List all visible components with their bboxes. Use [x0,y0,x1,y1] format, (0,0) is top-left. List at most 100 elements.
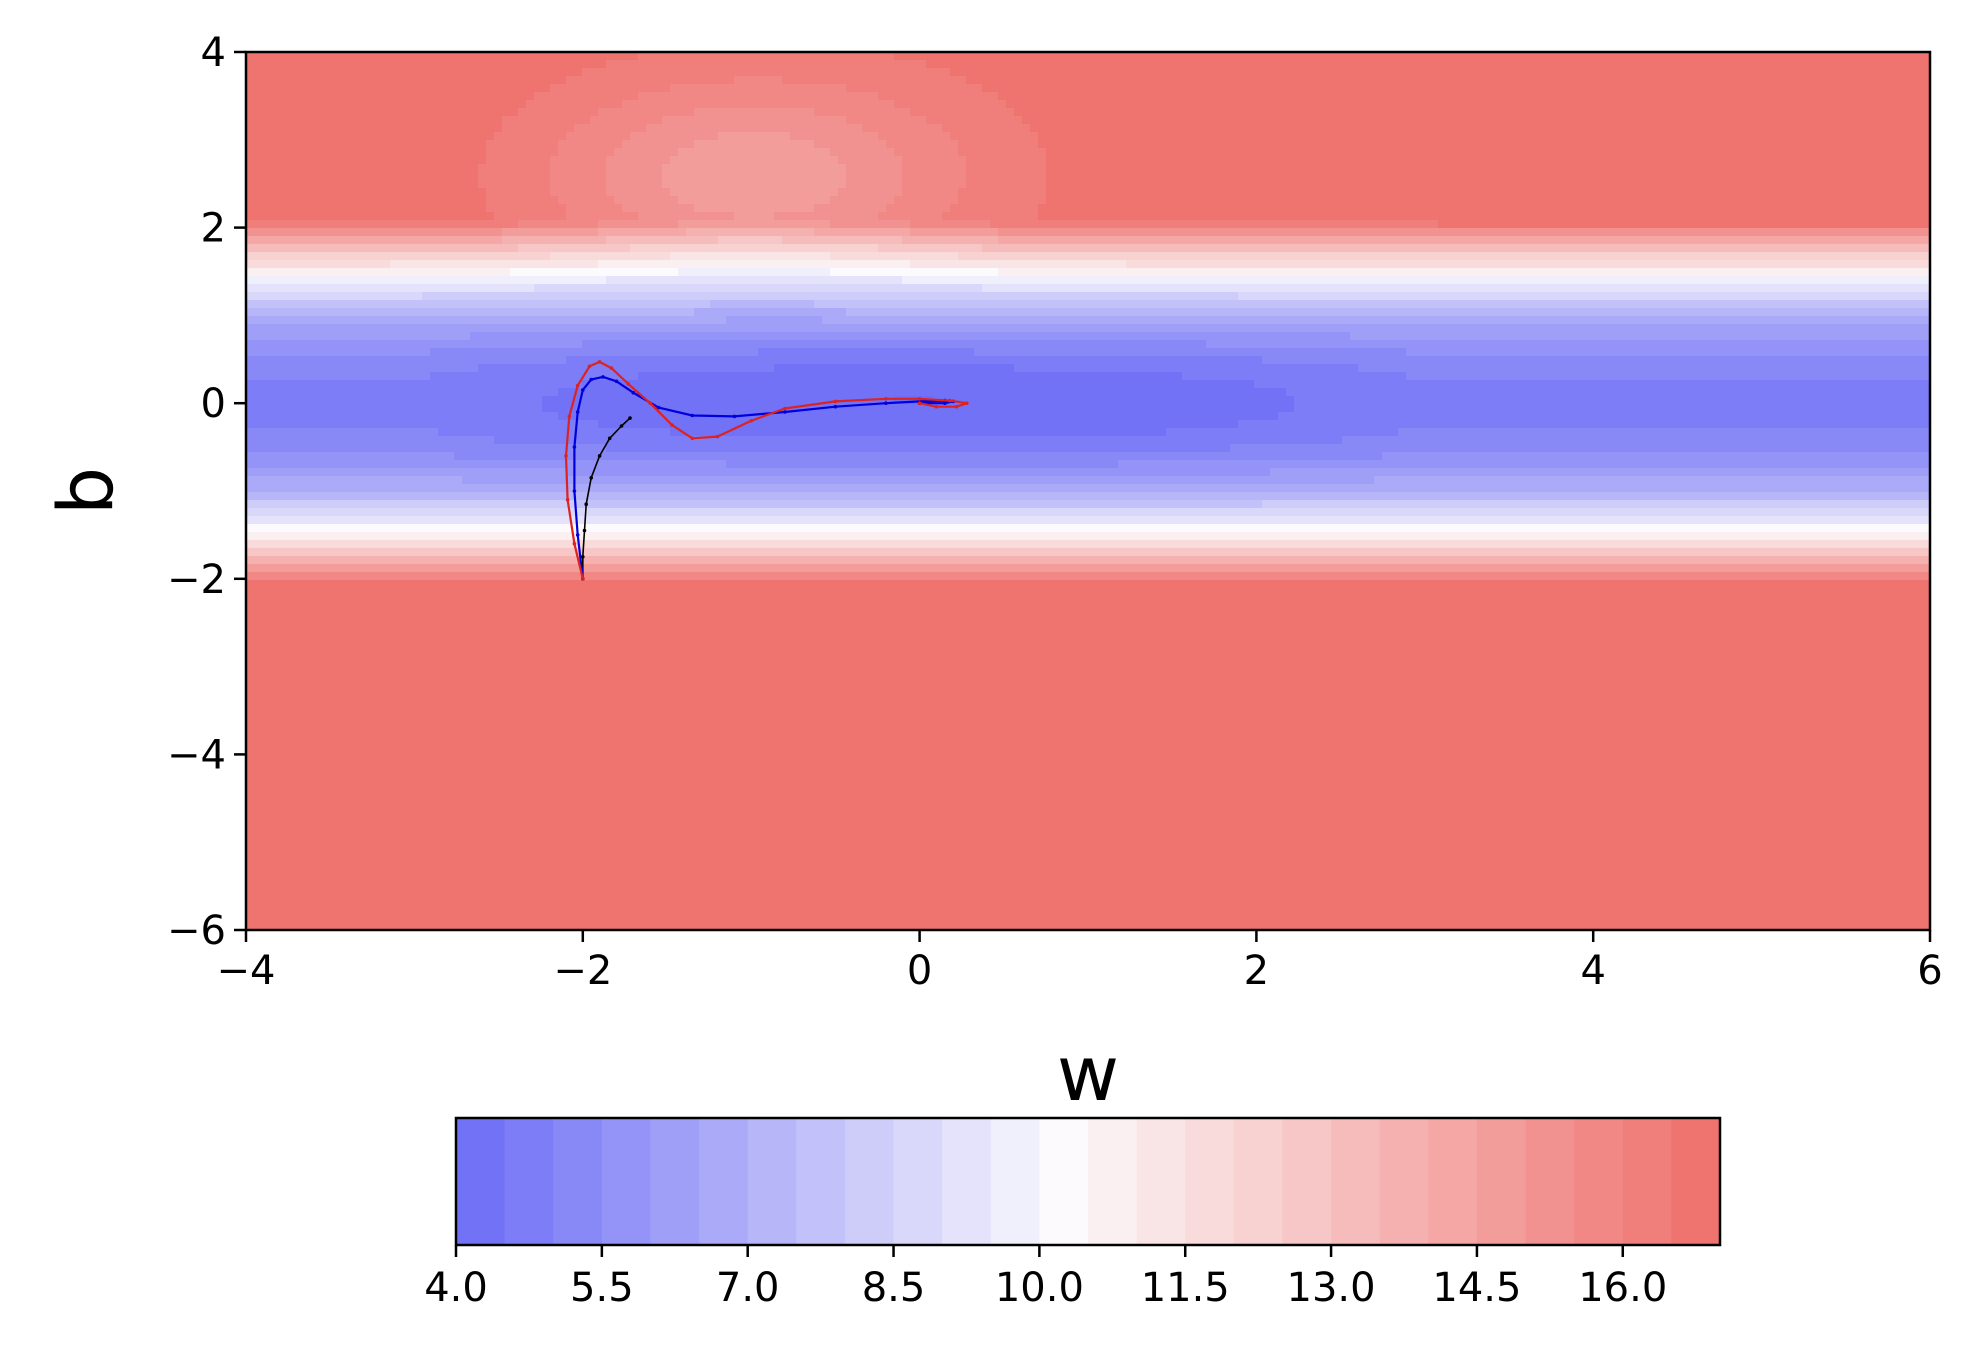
contour-cell [1070,108,1079,117]
contour-cell [478,132,487,141]
contour-cell [478,92,487,101]
contour-cell [758,84,767,93]
contour-cell [1126,204,1135,213]
contour-cell [1078,156,1087,165]
contour-cell [1630,180,1639,189]
contour-cell [694,68,703,77]
contour-cell [1574,156,1583,165]
contour-cell [1702,228,1711,237]
contour-cell [1910,132,1919,141]
contour-cell [750,92,759,101]
contour-cell [374,204,383,213]
contour-cell [1390,228,1399,237]
contour-cell [1222,204,1231,213]
contour-cell [398,180,407,189]
contour-cell [1758,180,1767,189]
contour-cell [1326,60,1335,69]
contour-cell [798,172,807,181]
contour-cell [1222,220,1231,229]
contour-cell [1702,92,1711,101]
contour-cell [862,84,871,93]
contour-cell [1318,156,1327,165]
contour-cell [1878,180,1887,189]
contour-cell [902,140,911,149]
contour-cell [1638,172,1647,181]
contour-cell [942,84,951,93]
contour-cell [1190,220,1199,229]
contour-cell [1798,84,1807,93]
contour-cell [1814,92,1823,101]
contour-cell [974,156,983,165]
contour-cell [518,148,527,157]
contour-cell [1598,132,1607,141]
contour-cell [310,68,319,77]
contour-cell [838,140,847,149]
contour-cell [414,108,423,117]
contour-cell [1758,204,1767,213]
contour-cell [1046,148,1055,157]
contour-cell [1406,196,1415,205]
contour-cell [1734,212,1743,221]
contour-cell [406,68,415,77]
contour-cell [1134,92,1143,101]
contour-cell [974,204,983,213]
contour-cell [1758,68,1767,77]
contour-cell [854,108,863,117]
contour-cell [1782,100,1791,109]
contour-cell [542,220,551,229]
contour-cell [1550,100,1559,109]
contour-cell [1606,188,1615,197]
contour-cell [1470,92,1479,101]
contour-cell [1646,76,1655,85]
contour-cell [1390,52,1399,61]
contour-cell [1678,52,1687,61]
contour-cell [326,124,335,133]
contour-cell [382,76,391,85]
contour-cell [1206,124,1215,133]
contour-cell [286,228,295,237]
contour-cell [1158,132,1167,141]
contour-cell [1686,100,1695,109]
contour-cell [1038,188,1047,197]
contour-cell [1686,228,1695,237]
contour-cell [1158,220,1167,229]
contour-cell [1558,52,1567,61]
contour-cell [1774,148,1783,157]
contour-cell [1262,172,1271,181]
contour-cell [1462,76,1471,85]
contour-cell [1078,92,1087,101]
contour-cell [566,140,575,149]
contour-cell [1630,212,1639,221]
contour-cell [334,188,343,197]
contour-cell [990,236,999,245]
contour-cell [1174,172,1183,181]
contour-cell [366,92,375,101]
contour-cell [1902,212,1911,221]
contour-cell [910,76,919,85]
contour-cell [622,180,631,189]
contour-cell [1734,156,1743,165]
contour-cell [1654,204,1663,213]
contour-cell [1118,132,1127,141]
contour-cell [854,92,863,101]
contour-cell [1662,164,1671,173]
contour-cell [574,172,583,181]
contour-cell [558,124,567,133]
contour-cell [734,140,743,149]
contour-cell [1782,52,1791,61]
contour-cell [854,124,863,133]
contour-cell [1070,164,1079,173]
contour-cell [774,100,783,109]
contour-cell [1806,124,1815,133]
contour-cell [1398,100,1407,109]
contour-cell [1430,212,1439,221]
contour-cell [846,212,855,221]
contour-cell [302,196,311,205]
contour-cell [1062,164,1071,173]
contour-cell [614,228,623,237]
contour-cell [910,60,919,69]
contour-cell [246,204,255,213]
contour-cell [878,116,887,125]
contour-cell [1718,220,1727,229]
contour-cell [558,180,567,189]
